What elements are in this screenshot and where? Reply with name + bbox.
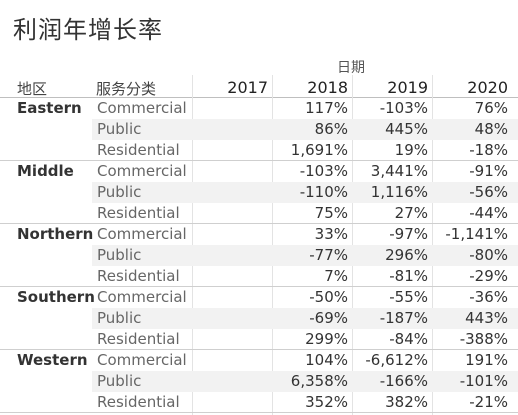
value-cell[interactable]: 352% [305,393,348,411]
value-cell[interactable]: -97% [389,225,428,243]
table-row: Residential 299% -84% -388% [0,329,518,350]
table-row: Public -77% 296% -80% [0,245,518,266]
value-cell[interactable]: -101% [459,372,508,390]
value-cell[interactable]: -69% [309,309,348,327]
region-label[interactable]: Northern [17,225,94,243]
service-label[interactable]: Commercial [97,351,187,369]
value-cell[interactable]: 6,358% [290,372,348,390]
value-cell[interactable]: 33% [314,225,348,243]
value-cell[interactable]: 1,691% [290,141,348,159]
service-label[interactable]: Public [97,120,142,138]
value-cell[interactable]: 86% [314,120,348,138]
value-cell[interactable]: 296% [385,246,428,264]
value-cell[interactable]: -29% [469,267,508,285]
value-cell[interactable]: -36% [469,288,508,306]
value-cell[interactable]: -77% [309,246,348,264]
value-cell[interactable]: 76% [474,99,508,117]
service-label[interactable]: Residential [97,204,180,222]
value-cell[interactable]: -103% [379,99,428,117]
row-band [92,308,518,329]
value-cell[interactable]: -388% [459,330,508,348]
value-cell[interactable]: -80% [469,246,508,264]
table-row: Residential 7% -81% -29% [0,266,518,287]
value-cell[interactable]: 191% [465,351,508,369]
value-cell[interactable]: 3,441% [370,162,428,180]
table-row: Residential 75% 27% -44% [0,203,518,224]
table-header: 地区 服务分类 2017 2018 2019 2020 [0,75,518,98]
value-cell[interactable]: 27% [394,204,428,222]
service-label[interactable]: Residential [97,330,180,348]
service-label[interactable]: Public [97,372,142,390]
header-year-2019[interactable]: 2019 [387,78,428,97]
region-label[interactable]: Eastern [17,99,82,117]
value-cell[interactable]: 7% [324,267,348,285]
value-cell[interactable]: 382% [385,393,428,411]
table-row: Residential 352% 382% -21% [0,392,518,413]
header-year-2017[interactable]: 2017 [227,78,268,97]
row-band [92,119,518,140]
page-title: 利润年增长率 [13,16,163,44]
service-label[interactable]: Residential [97,393,180,411]
table-row: Public -110% 1,116% -56% [0,182,518,203]
service-label[interactable]: Commercial [97,99,187,117]
service-label[interactable]: Public [97,309,142,327]
value-cell[interactable]: 104% [305,351,348,369]
value-cell[interactable]: -84% [389,330,428,348]
region-label[interactable]: Southern [17,288,95,306]
value-cell[interactable]: -81% [389,267,428,285]
column-group-label: 日期 [337,60,365,76]
value-cell[interactable]: 75% [314,204,348,222]
value-cell[interactable]: 48% [474,120,508,138]
value-cell[interactable]: -166% [379,372,428,390]
header-year-2020[interactable]: 2020 [467,78,508,97]
value-cell[interactable]: -18% [469,141,508,159]
value-cell[interactable]: 19% [394,141,428,159]
table-row: Western Commercial 104% -6,612% 191% [0,350,518,371]
value-cell[interactable]: -1,141% [445,225,508,243]
value-cell[interactable]: -103% [299,162,348,180]
value-cell[interactable]: -91% [469,162,508,180]
header-region[interactable]: 地区 [17,80,48,98]
table-row: Public -69% -187% 443% [0,308,518,329]
table-row: Eastern Commercial 117% -103% 76% [0,98,518,119]
region-label[interactable]: Western [17,351,88,369]
value-cell[interactable]: -44% [469,204,508,222]
value-cell[interactable]: -187% [379,309,428,327]
value-cell[interactable]: -110% [299,183,348,201]
service-label[interactable]: Commercial [97,162,187,180]
service-label[interactable]: Residential [97,141,180,159]
value-cell[interactable]: 445% [385,120,428,138]
value-cell[interactable]: -6,612% [365,351,428,369]
region-label[interactable]: Middle [17,162,74,180]
value-cell[interactable]: -55% [389,288,428,306]
value-cell[interactable]: -50% [309,288,348,306]
service-label[interactable]: Residential [97,267,180,285]
service-label[interactable]: Public [97,246,142,264]
value-cell[interactable]: 299% [305,330,348,348]
table-row: Public 6,358% -166% -101% [0,371,518,392]
row-band [92,371,518,392]
header-service[interactable]: 服务分类 [96,80,157,98]
table-row: Northern Commercial 33% -97% -1,141% [0,224,518,245]
table-row: Public 86% 445% 48% [0,119,518,140]
row-band [92,245,518,266]
table-row: Southern Commercial -50% -55% -36% [0,287,518,308]
service-label[interactable]: Commercial [97,225,187,243]
service-label[interactable]: Commercial [97,288,187,306]
value-cell[interactable]: 1,116% [370,183,428,201]
service-label[interactable]: Public [97,183,142,201]
table-row: Residential 1,691% 19% -18% [0,140,518,161]
value-cell[interactable]: -21% [469,393,508,411]
table-row: Middle Commercial -103% 3,441% -91% [0,161,518,182]
header-year-2018[interactable]: 2018 [307,78,348,97]
table-body: Eastern Commercial 117% -103% 76% Public 86% 44… [0,98,518,413]
value-cell[interactable]: 117% [305,99,348,117]
value-cell[interactable]: -56% [469,183,508,201]
value-cell[interactable]: 443% [465,309,508,327]
row-band [92,182,518,203]
